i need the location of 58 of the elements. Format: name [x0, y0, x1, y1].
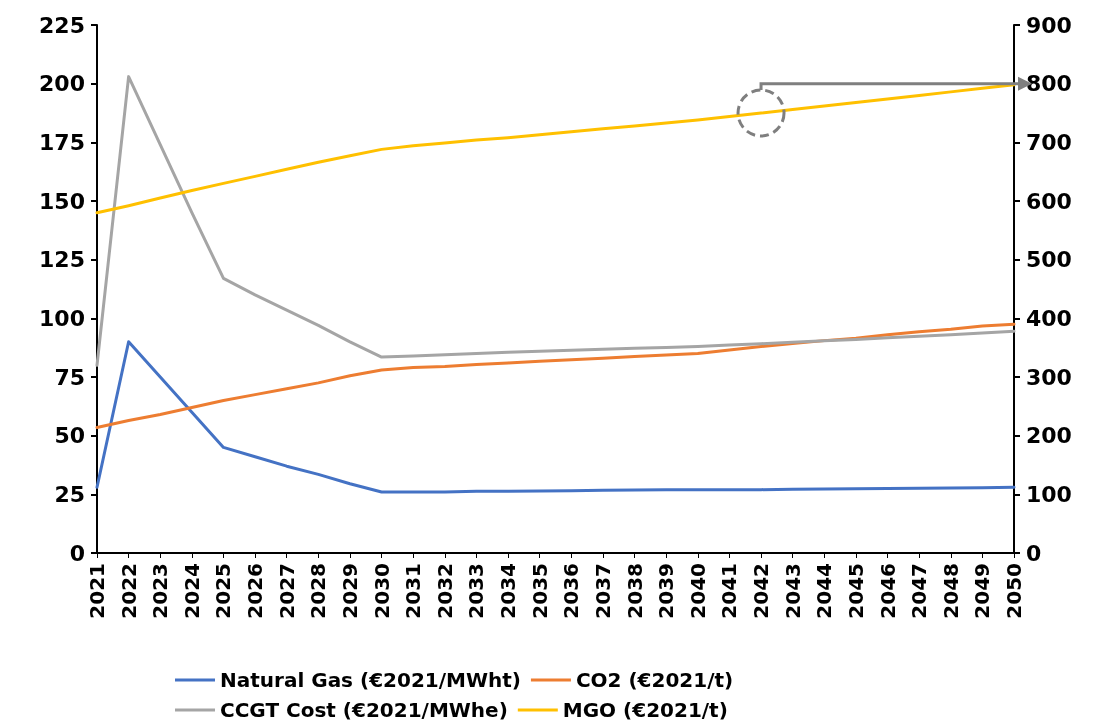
x-tick-label: 2041	[717, 563, 742, 619]
y2-tick-label: 200	[1026, 423, 1072, 449]
x-tick-label: 2045	[843, 563, 868, 619]
y-tick-label: 100	[39, 305, 85, 331]
y-tick-label: 125	[39, 247, 85, 273]
x-tick-label: 2023	[148, 563, 173, 619]
y-tick-label: 225	[39, 12, 85, 38]
x-tick-label: 2024	[179, 563, 204, 619]
x-tick-label: 2026	[243, 563, 268, 619]
x-tick-label: 2030	[369, 563, 394, 619]
y-tick-label: 75	[54, 364, 85, 390]
x-tick-label: 2028	[306, 563, 331, 619]
y2-tick-label: 500	[1026, 247, 1072, 273]
y2-tick-label: 0	[1026, 540, 1042, 566]
x-tick-label: 2044	[812, 563, 837, 619]
x-tick-label: 2035	[527, 563, 552, 619]
line-series	[95, 322, 1016, 429]
x-tick-label: 2031	[401, 563, 426, 619]
x-tick-label: 2039	[654, 563, 679, 619]
y-tick-label: 0	[69, 540, 85, 566]
x-tick-label: 2022	[116, 563, 141, 619]
line-series	[95, 340, 1016, 494]
x-tick-label: 2043	[780, 563, 805, 619]
x-tick-label: 2033	[464, 563, 489, 619]
y2-tick-label: 300	[1026, 364, 1072, 390]
y2-tick-label: 100	[1026, 481, 1072, 507]
x-tick-label: 2046	[875, 563, 900, 619]
y2-tick-label: 700	[1026, 129, 1072, 155]
x-tick-label: 2037	[590, 563, 615, 619]
x-tick-label: 2048	[938, 563, 963, 619]
y2-tick-label: 900	[1026, 12, 1072, 38]
x-tick-label: 2029	[337, 563, 362, 619]
x-tick-label: 2027	[274, 563, 299, 619]
line-series	[95, 83, 1016, 215]
y2-tick-label: 800	[1026, 71, 1072, 97]
y-tick-label: 50	[54, 423, 85, 449]
y-tick-label: 150	[39, 188, 85, 214]
x-tick-label: 2042	[749, 563, 774, 619]
x-tick-label: 2038	[622, 563, 647, 619]
legend-label: Natural Gas (€2021/MWht)	[220, 668, 521, 692]
x-tick-label: 2021	[85, 563, 109, 619]
legend-label: CO2 (€2021/t)	[575, 668, 734, 692]
y2-tick-label: 400	[1026, 305, 1072, 331]
x-tick-label: 2047	[907, 563, 932, 619]
y-tick-label: 25	[54, 481, 85, 507]
y-tick-label: 200	[39, 71, 85, 97]
line-series	[95, 75, 1016, 367]
legend-label: CCGT Cost (€2021/MWhe)	[220, 698, 508, 722]
x-tick-label: 2049	[970, 563, 995, 619]
x-tick-label: 2034	[496, 563, 521, 619]
x-tick-label: 2050	[1002, 563, 1026, 619]
y-tick-label: 175	[39, 129, 85, 155]
x-tick-label: 2032	[432, 563, 457, 619]
x-tick-label: 2036	[559, 563, 584, 619]
legend-label: MGO (€2021/t)	[562, 698, 728, 722]
x-tick-label: 2040	[685, 563, 710, 619]
y2-tick-label: 600	[1026, 188, 1072, 214]
x-tick-label: 2025	[211, 563, 236, 619]
